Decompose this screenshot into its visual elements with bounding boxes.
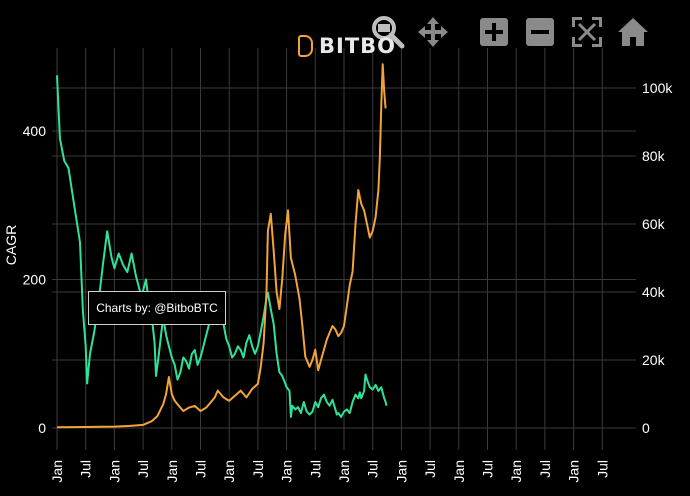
zoom-out-icon[interactable] — [526, 18, 554, 46]
x-tick-label: Jul — [480, 460, 496, 478]
series-line-2 — [56, 63, 387, 429]
x-axis: Jan Jul Jan Jul Jan Jul Jan Jul Jan Jul Jan Jul Jan J… — [49, 460, 610, 483]
x-tick-label: Jan — [49, 460, 65, 483]
x-tick-label: Jul — [307, 460, 323, 478]
x-tick-label: Jan — [221, 460, 237, 483]
x-tick-label: Jul — [135, 460, 151, 478]
y2-tick-label: 80k — [642, 148, 666, 164]
x-tick-label: Jan — [279, 460, 295, 483]
tooltip-text: Charts by: @BitboBTC — [96, 301, 218, 315]
zoom-in-icon[interactable] — [480, 18, 508, 46]
y2-tick-label: 60k — [642, 216, 666, 232]
x-tick-label: Jan — [336, 460, 352, 483]
y2-tick-label: 0 — [642, 420, 650, 436]
brand-name: BITBO — [319, 34, 397, 58]
series-layer — [56, 63, 388, 429]
x-tick-label: Jan — [508, 460, 524, 483]
y-tick-label: 0 — [38, 420, 46, 436]
x-tick-label: Jan — [106, 460, 122, 483]
x-tick-label: Jan — [451, 460, 467, 483]
series-line-1 — [56, 75, 388, 418]
home-icon[interactable] — [618, 18, 648, 46]
x-tick-label: Jul — [537, 460, 553, 478]
grid — [52, 48, 636, 450]
y2-tick-label: 20k — [642, 352, 666, 368]
x-tick-label: Jan — [393, 460, 409, 483]
x-tick-label: Jan — [164, 460, 180, 483]
y2-tick-label: 40k — [642, 284, 666, 300]
x-tick-label: Jan — [566, 460, 582, 483]
y-axis-title: CAGR — [3, 225, 19, 265]
bitbo-logo-icon — [298, 35, 313, 57]
toolbar — [372, 16, 648, 49]
brand-logo: BITBO — [298, 34, 396, 58]
left-axis: 0 200 400 — [23, 123, 47, 436]
x-tick-label: Jul — [250, 460, 266, 478]
pan-icon[interactable] — [418, 17, 448, 47]
y-tick-label: 200 — [23, 272, 47, 288]
autoscale-icon[interactable] — [572, 17, 602, 47]
zoom-icon[interactable] — [372, 16, 405, 49]
y2-tick-label: 100k — [642, 80, 673, 96]
x-tick-label: Jul — [78, 460, 94, 478]
right-axis: 0 20k 40k 60k 80k 100k — [642, 80, 673, 436]
x-tick-label: Jul — [422, 460, 438, 478]
x-tick-label: Jul — [594, 460, 610, 478]
x-tick-label: Jul — [193, 460, 209, 478]
y-tick-label: 400 — [23, 123, 47, 139]
tooltip: Charts by: @BitboBTC — [88, 291, 226, 325]
x-tick-label: Jul — [365, 460, 381, 478]
